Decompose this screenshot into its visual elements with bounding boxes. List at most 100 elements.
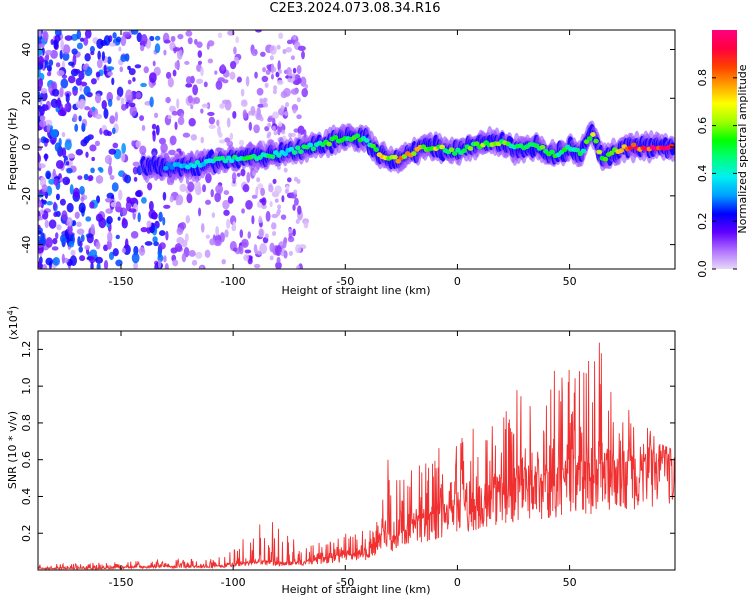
spectrogram-y-axis-label: Frequency (Hz) (6, 108, 19, 191)
spectrogram-x-tick-label: 0 (454, 275, 461, 288)
spectral-blob (91, 106, 96, 112)
spectral-blob (200, 108, 204, 114)
spectral-ridge-core (310, 146, 317, 152)
spectral-blob (190, 104, 194, 110)
spectral-blob (281, 195, 285, 203)
colorbar-tick-label: 0.0 (696, 260, 709, 278)
spectral-ridge-core (549, 149, 555, 155)
spectral-blob (295, 244, 302, 254)
spectral-blob (79, 185, 85, 195)
spectral-blob (108, 148, 117, 155)
spectral-blob (266, 133, 271, 139)
spectral-blob (62, 176, 71, 186)
spectral-blob (274, 245, 282, 257)
spectral-blob (215, 226, 220, 237)
spectral-blob (226, 117, 231, 128)
spectral-blob (202, 184, 207, 193)
spectral-blob (223, 190, 230, 196)
spectral-blob (130, 30, 139, 35)
spectral-blob (59, 86, 64, 98)
spectral-blob (279, 241, 284, 247)
spectral-blob (240, 100, 248, 107)
spectral-blob (74, 211, 80, 219)
spectral-blob (83, 37, 89, 46)
spectral-blob (61, 147, 67, 159)
spectral-blob (39, 115, 46, 122)
spectral-blob (251, 49, 258, 57)
spectral-blob (115, 234, 120, 240)
spectral-blob (165, 71, 172, 80)
spectral-blob (140, 226, 148, 233)
spectral-blob (45, 257, 54, 266)
spectral-blob (124, 238, 129, 250)
snr-x-tick-label: 50 (563, 576, 577, 589)
spectral-blob (278, 69, 283, 75)
spectral-blob (168, 105, 176, 113)
spectral-blob (154, 43, 161, 54)
spectral-blob (68, 241, 75, 248)
spectral-blob (276, 256, 281, 264)
spectral-blob (112, 32, 117, 39)
spectral-ridge-core (269, 154, 276, 160)
spectral-blob (197, 207, 202, 217)
spectral-blob (95, 175, 104, 184)
spectral-blob (276, 44, 281, 50)
spectral-ridge-core (574, 147, 581, 153)
spectral-blob (78, 202, 86, 214)
spectral-blob (272, 111, 280, 119)
spectral-blob (296, 265, 301, 269)
spectral-blob (125, 200, 132, 212)
spectral-blob (127, 65, 131, 71)
spectral-blob (231, 172, 237, 182)
spectral-blob (241, 208, 245, 214)
spectral-blob (188, 249, 196, 257)
spectral-blob (152, 131, 156, 142)
snr-y-tick-label: 0.6 (20, 451, 33, 469)
spectral-blob (48, 59, 54, 67)
colorbar-tick-label: 0.8 (696, 69, 709, 87)
spectral-blob (38, 106, 45, 116)
spectral-blob (174, 243, 183, 252)
spectral-blob (268, 184, 274, 193)
spectral-blob (205, 173, 212, 184)
spectral-blob (84, 53, 91, 62)
spectral-ridge-core (618, 148, 624, 154)
spectral-blob (96, 59, 103, 69)
snr-marks (38, 342, 675, 570)
spectral-blob (83, 85, 91, 96)
spectral-blob (285, 102, 290, 108)
spectral-blob (79, 240, 83, 247)
spectral-blob (40, 209, 44, 216)
spectral-blob (282, 49, 287, 55)
spectral-blob (193, 182, 200, 191)
spectral-blob (273, 130, 278, 136)
spectral-blob (40, 87, 48, 94)
spectral-ridge-core (539, 144, 546, 150)
spectral-blob (265, 69, 271, 75)
spectral-blob (286, 39, 293, 45)
spectral-blob (267, 122, 272, 128)
spectral-blob (50, 98, 59, 108)
spectral-blob (154, 112, 159, 119)
spectral-blob (75, 101, 81, 109)
spectral-blob (149, 35, 155, 42)
spectral-blob (285, 46, 292, 53)
spectral-blob (258, 218, 263, 224)
spectral-blob (143, 66, 149, 74)
spectrogram-frame (37, 29, 676, 270)
spectral-blob (89, 249, 98, 257)
spectral-blob (227, 30, 236, 36)
spectral-blob (103, 129, 110, 136)
spectral-blob (118, 189, 123, 201)
spectral-blob (270, 73, 274, 80)
spectral-blob (129, 197, 138, 203)
snr-y-axis-label: SNR (10 * v/v) (6, 411, 19, 489)
spectrogram-x-axis-label: Height of straight line (km) (281, 284, 430, 297)
spectral-blob (118, 46, 122, 52)
spectrogram-x-tick-label: 50 (563, 275, 577, 288)
spectral-blob (158, 211, 163, 222)
spectral-blob (131, 140, 136, 147)
spectral-ridge-core (448, 147, 455, 153)
spectral-blob (141, 124, 146, 131)
spectral-blob (288, 228, 293, 234)
